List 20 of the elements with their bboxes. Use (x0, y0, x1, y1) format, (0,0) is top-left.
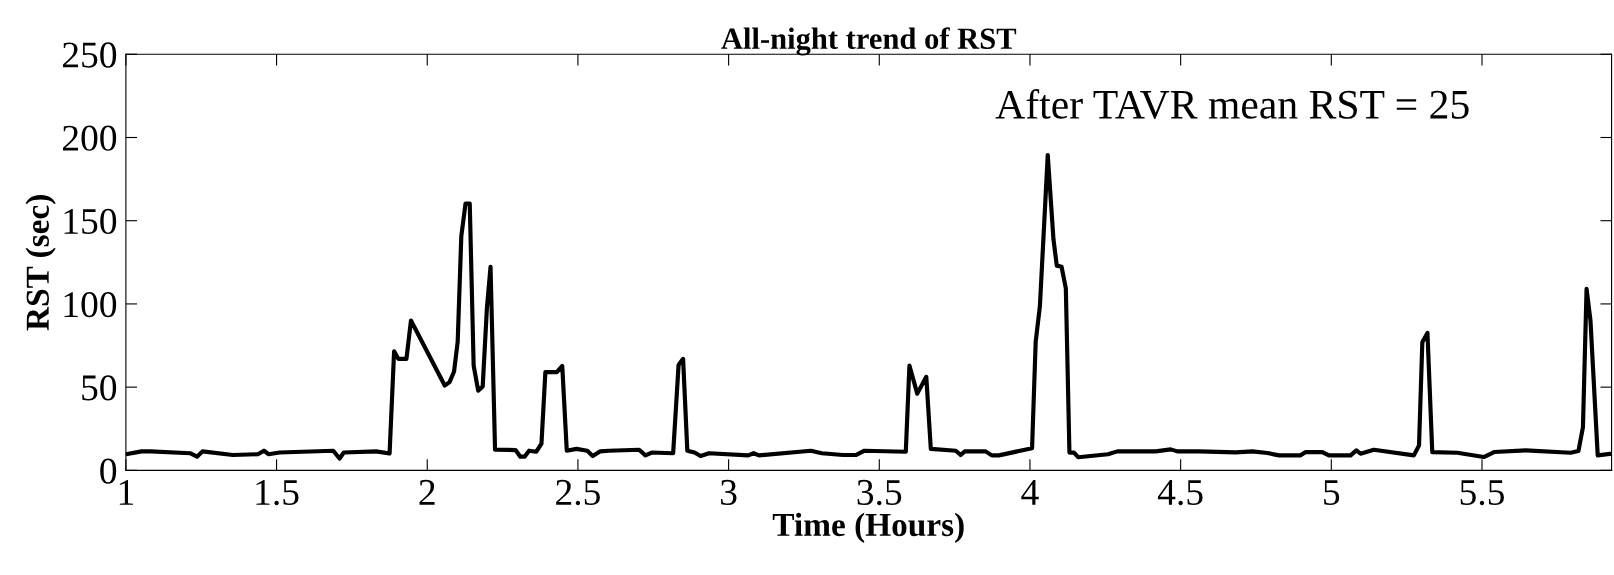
x-tick-label: 4.5 (1157, 480, 1203, 506)
y-tick-label: 250 (62, 42, 117, 68)
y-tick-label: 100 (64, 292, 117, 318)
y-tick-label: 200 (62, 125, 117, 151)
y-tick-label: 50 (82, 375, 117, 401)
x-tick-label: 5.5 (1460, 480, 1504, 506)
x-tick-label: 4 (1021, 480, 1039, 505)
x-tick-label: 2.5 (556, 479, 600, 506)
x-tick-label: 1 (119, 479, 134, 505)
annotation: After TAVR mean RST = 25 (995, 89, 1469, 120)
x-tick-label: 1.5 (256, 479, 299, 506)
x-tick-label: 2 (419, 479, 435, 505)
chart-title: All-night trend of RST (721, 27, 1017, 56)
x-tick-label: 3.5 (857, 479, 902, 506)
x-axis-title: Time (Hours) (772, 512, 964, 543)
x-tick-label: 3 (721, 479, 737, 506)
y-axis-title: RST (sec) (25, 195, 56, 331)
x-tick-label: 5 (1324, 480, 1340, 506)
y-tick-label: 0 (100, 458, 117, 484)
y-tick-label: 150 (64, 208, 117, 235)
